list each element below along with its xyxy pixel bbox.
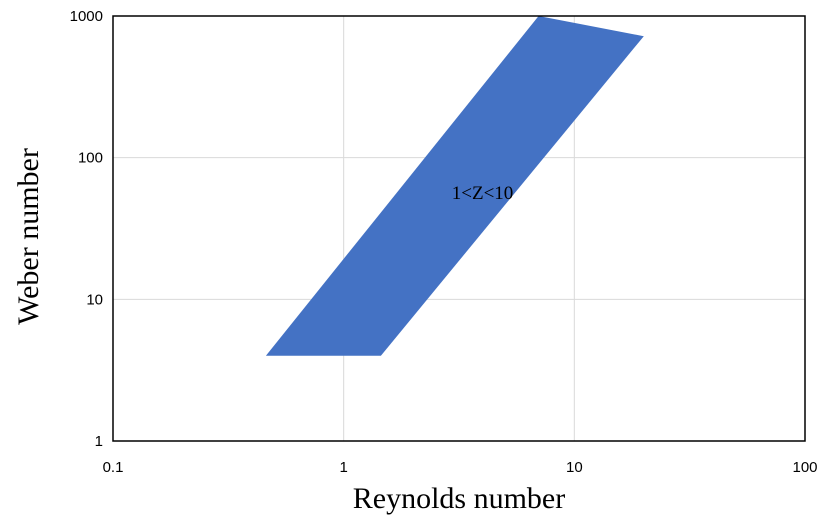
- y-tick-label: 100: [78, 150, 103, 167]
- plot-area: [112, 15, 806, 442]
- x-tick-label: 10: [566, 459, 583, 476]
- x-axis-title: Reynolds number: [353, 482, 565, 515]
- y-axis-title: Weber number: [12, 148, 45, 325]
- regions: 1<Z<10: [265, 16, 644, 356]
- x-tick-label: 1: [339, 459, 347, 476]
- region-label: 1<Z<10: [452, 183, 514, 204]
- x-tick-label: 100: [792, 459, 817, 476]
- y-tick-label: 1000: [70, 8, 103, 25]
- region-polygon: [265, 16, 644, 356]
- y-tick-label: 10: [86, 291, 103, 308]
- x-tick-label: 0.1: [103, 459, 124, 476]
- y-tick-label: 1: [95, 433, 103, 450]
